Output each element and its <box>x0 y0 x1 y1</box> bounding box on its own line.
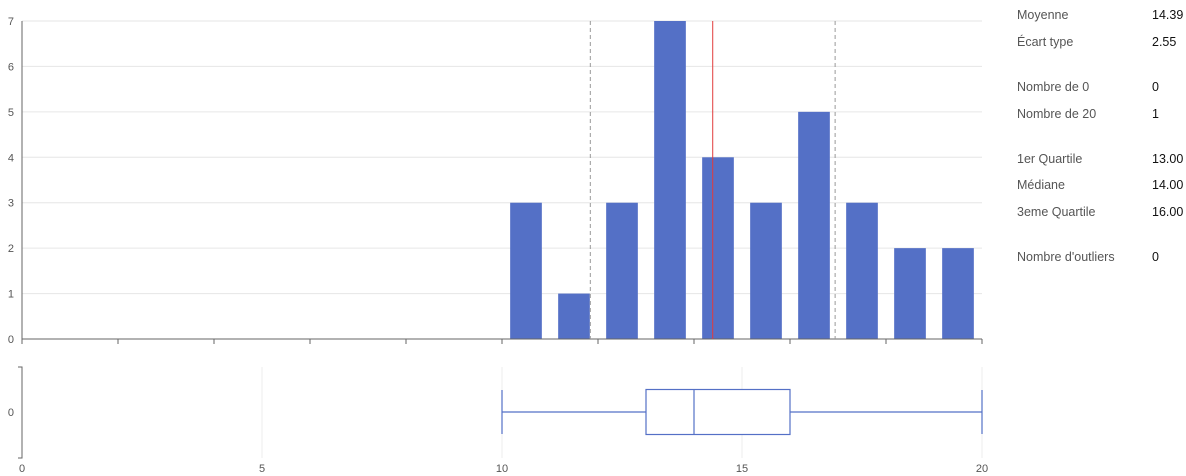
stat-label: Nombre de 20 <box>1017 107 1097 121</box>
stat-row-zeros: Nombre de 0 0 <box>1017 77 1182 97</box>
stat-value: 13.00 <box>1152 152 1184 166</box>
y-tick-label: 0 <box>8 334 14 346</box>
stat-label: Nombre de 0 <box>1017 80 1090 94</box>
y-tick-label: 4 <box>8 152 14 164</box>
histogram-bar <box>606 202 638 339</box>
stat-row-q1: 1er Quartile 13.00 <box>1017 149 1184 169</box>
stat-row-std: Écart type 2.55 <box>1017 32 1182 52</box>
histogram-bar <box>942 248 974 339</box>
stat-label: 1er Quartile <box>1017 152 1083 166</box>
histogram-bar <box>654 21 686 339</box>
y-tick-label: 1 <box>8 289 14 301</box>
histogram-bar <box>558 293 590 339</box>
chart: 0 1 2 3 4 5 6 7 0 5 10 15 20 0 <box>8 16 988 475</box>
x-tick-label: 15 <box>736 463 748 475</box>
stat-label: 3eme Quartile <box>1017 205 1096 219</box>
boxplot-box <box>645 388 791 436</box>
stat-label: Écart type <box>1017 35 1074 49</box>
histogram-bar <box>702 157 734 339</box>
stat-label: Moyenne <box>1017 8 1069 22</box>
stat-value: 0 <box>1152 250 1159 264</box>
stat-value: 1 <box>1152 107 1159 121</box>
stat-label: Médiane <box>1017 178 1065 192</box>
boxplot: 0 5 10 15 20 0 <box>8 366 988 475</box>
stat-label: Nombre d'outliers <box>1017 250 1115 264</box>
stat-value: 2.55 <box>1152 35 1177 49</box>
y-tick-label: 7 <box>8 16 14 28</box>
stat-row-outliers: Nombre d'outliers 0 <box>1017 247 1182 267</box>
stat-value: 14.39 <box>1152 8 1184 22</box>
histogram-bar <box>510 202 542 339</box>
y-tick-label: 3 <box>8 198 14 210</box>
boxplot-y-axis <box>18 366 23 459</box>
y-tick-label: 5 <box>8 107 14 119</box>
y-tick-label: 2 <box>8 243 14 255</box>
stat-value: 14.00 <box>1152 178 1184 192</box>
boxplot-category-label: 0 <box>8 407 14 419</box>
stat-row-median: Médiane 14.00 <box>1017 175 1184 195</box>
stat-row-twenties: Nombre de 20 1 <box>1017 104 1182 124</box>
x-tick-label: 0 <box>19 463 25 475</box>
histogram: 0 1 2 3 4 5 6 7 <box>8 16 983 346</box>
histogram-bar <box>798 111 830 339</box>
histogram-bar <box>750 202 782 339</box>
histogram-bar <box>894 248 926 339</box>
stat-value: 0 <box>1152 80 1159 94</box>
histogram-bar <box>846 202 878 339</box>
y-tick-label: 6 <box>8 61 14 73</box>
x-tick-label: 20 <box>976 463 988 475</box>
stat-row-mean: Moyenne 14.39 <box>1017 5 1184 25</box>
stat-value: 16.00 <box>1152 205 1184 219</box>
x-tick-label: 10 <box>496 463 508 475</box>
x-tick-label: 5 <box>259 463 265 475</box>
stat-row-q3: 3eme Quartile 16.00 <box>1017 202 1184 222</box>
